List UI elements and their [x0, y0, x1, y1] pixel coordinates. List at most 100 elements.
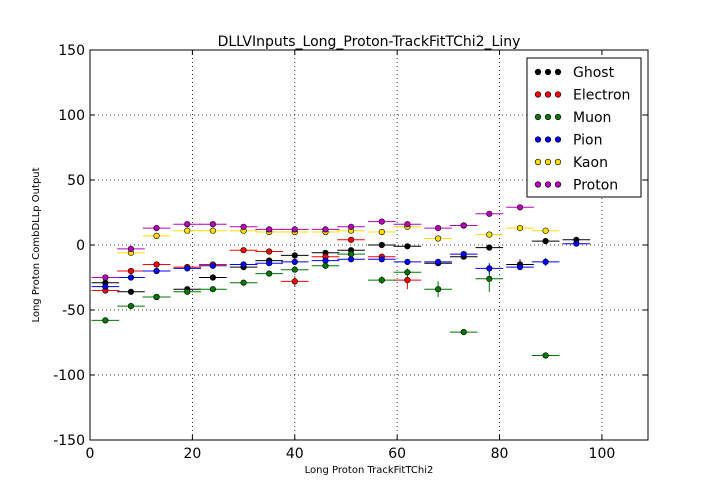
legend-marker: [534, 181, 542, 188]
data-point: [266, 260, 273, 267]
x-tick-label: 80: [491, 446, 509, 462]
y-tick-label: 100: [58, 108, 85, 124]
x-tick-label: 100: [589, 446, 616, 462]
y-axis-label: Long Proton CombDLLp Output: [31, 167, 42, 322]
x-tick-label: 20: [183, 446, 201, 462]
legend-marker: [534, 158, 542, 166]
legend-marker: [544, 68, 552, 76]
data-point: [209, 286, 216, 293]
legend-label: Pion: [573, 133, 602, 149]
y-tick-label: 0: [76, 238, 85, 254]
data-point: [486, 275, 493, 282]
data-point: [127, 245, 135, 252]
data-point: [460, 251, 467, 258]
data-point: [266, 226, 273, 233]
data-point: [378, 218, 385, 225]
series-pion: [91, 240, 591, 290]
legend-label: Kaon: [573, 155, 608, 171]
legend-item-electron: Electron: [534, 88, 630, 104]
data-point: [240, 223, 247, 230]
data-point: [404, 258, 411, 266]
x-tick-label: 40: [286, 446, 304, 462]
data-point: [542, 227, 549, 234]
data-point: [347, 236, 355, 243]
data-point: [127, 303, 135, 310]
legend-item-muon: Muon: [534, 110, 611, 126]
data-point: [404, 277, 411, 284]
legend-label: Electron: [573, 88, 630, 104]
x-tick-label: 60: [388, 446, 406, 462]
legend: Ghost Electron Muon Pion Kaon Proton: [526, 57, 642, 198]
data-point: [266, 248, 273, 255]
data-point: [486, 210, 493, 217]
data-point: [378, 241, 385, 249]
data-point: [184, 221, 191, 228]
data-point: [542, 238, 549, 245]
data-point: [291, 266, 298, 273]
data-point: [322, 226, 329, 233]
legend-item-proton: Proton: [534, 178, 618, 194]
data-point: [102, 283, 109, 290]
legend-marker: [554, 158, 562, 166]
chart-title: DLLVInputs_Long_Proton-TrackFitTChi2_Lin…: [218, 34, 521, 50]
data-point: [322, 262, 329, 269]
data-point: [127, 274, 135, 281]
legend-marker: [534, 68, 542, 76]
legend-marker: [554, 68, 562, 76]
data-point: [102, 274, 109, 281]
data-point: [460, 329, 467, 336]
legend-item-ghost: Ghost: [534, 65, 615, 81]
data-point: [184, 288, 191, 295]
data-point: [435, 258, 442, 266]
axis-ticks: 0 20 40 60 80 100 -150 -100 -50 0 50 100 150: [53, 43, 648, 462]
data-point: [291, 278, 298, 285]
data-point: [240, 261, 247, 268]
data-point: [209, 274, 216, 281]
legend-label: Proton: [573, 178, 618, 194]
legend-marker: [554, 181, 562, 188]
data-point: [209, 262, 216, 269]
data-point: [404, 269, 411, 276]
legend-marker: [544, 91, 552, 98]
data-point: [378, 277, 385, 284]
legend-marker: [534, 136, 542, 143]
legend-marker: [554, 113, 562, 121]
data-point: [378, 228, 385, 236]
legend-marker: [544, 136, 552, 143]
data-point: [573, 240, 580, 247]
legend-item-pion: Pion: [534, 133, 602, 149]
data-point: [153, 225, 160, 232]
data-point: [240, 247, 247, 254]
data-point: [291, 258, 298, 266]
data-point: [209, 227, 216, 234]
legend-marker: [544, 113, 552, 121]
y-tick-label: -100: [53, 368, 85, 384]
data-point: [347, 256, 355, 263]
x-axis-label: Long Proton TrackFitTChi2: [305, 465, 434, 476]
y-tick-label: 50: [67, 173, 85, 189]
legend-marker: [554, 91, 562, 98]
data-point: [435, 286, 442, 293]
data-point: [184, 227, 191, 234]
series-muon: [91, 251, 560, 359]
data-point: [291, 252, 298, 259]
data-point: [460, 222, 467, 229]
data-point: [404, 221, 411, 228]
data-point: [486, 231, 493, 238]
y-tick-label: 150: [58, 43, 85, 59]
legend-label: Ghost: [573, 65, 615, 81]
data-point: [240, 279, 247, 286]
data-point: [378, 256, 385, 263]
series-proton: [91, 204, 534, 281]
data-point: [347, 223, 355, 230]
legend-marker: [544, 181, 552, 188]
data-point: [153, 293, 160, 301]
data-point: [153, 267, 160, 275]
data-point: [322, 257, 329, 264]
data-point: [435, 225, 442, 232]
data-point: [542, 352, 549, 359]
legend-label: Muon: [573, 110, 611, 126]
data-point: [153, 232, 160, 239]
data-point: [435, 235, 442, 242]
